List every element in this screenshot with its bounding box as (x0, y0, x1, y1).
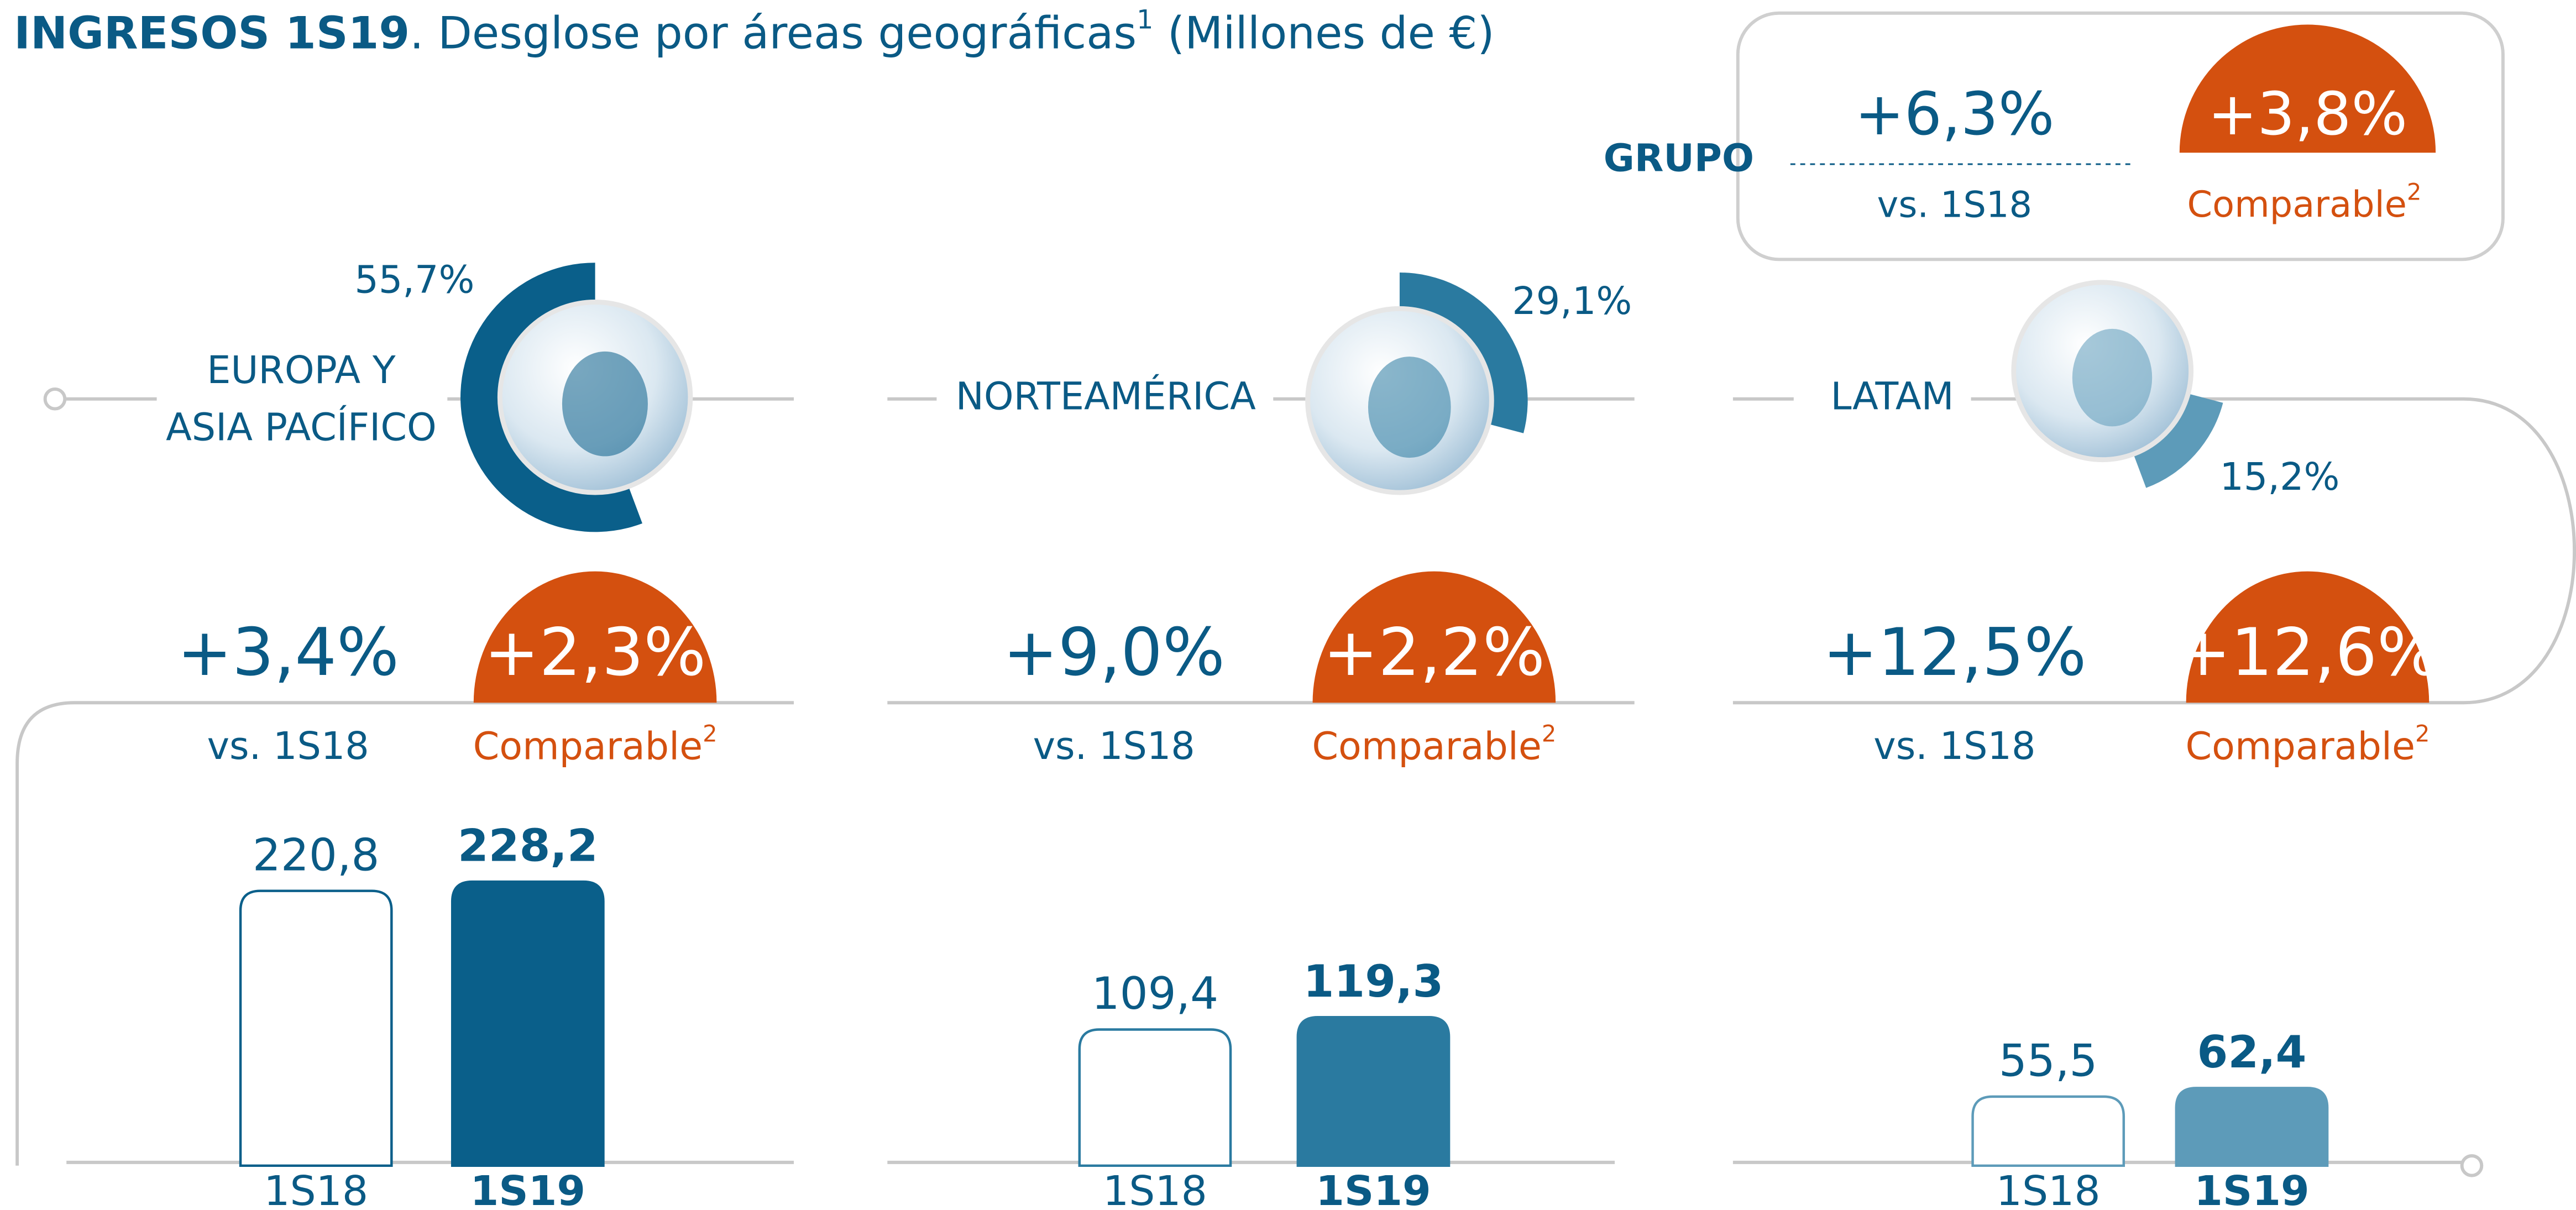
comparable-note: 2 (2415, 720, 2430, 747)
value-label: 228,2 (458, 820, 598, 872)
title-bold: INGRESOS 1S19 (14, 7, 410, 59)
share-arc (460, 263, 642, 532)
growth-comparable: +2,2% (1323, 615, 1545, 691)
vs-label: vs. 1S18 (1033, 725, 1195, 768)
bar (1078, 1028, 1232, 1167)
note-ref: 1 (1137, 5, 1153, 35)
value-label: 220,8 (253, 829, 380, 881)
bar (1296, 1015, 1451, 1167)
globe-land (1368, 357, 1451, 458)
vs-label: vs. 1S18 (1877, 184, 2032, 226)
growth: +3,4% (177, 615, 399, 691)
region-title: EUROPA Y (207, 349, 396, 392)
group-box: GRUPO +6,3% +3,8% vs. 1S18 Comparable2 (1604, 11, 2505, 261)
chart-title: INGRESOS 1S19. Desglose por áreas geográ… (14, 5, 1495, 59)
growth: +9,0% (1003, 615, 1224, 691)
bar (239, 889, 393, 1167)
region-title: ASIA PACÍFICO (166, 406, 437, 450)
comparable-label: Comparable2 (1312, 720, 1556, 768)
comparable-badge (1312, 571, 1556, 703)
connector-lines (15, 387, 2576, 1177)
category-label: 1S19 (1316, 1167, 1431, 1210)
comparable-label: Comparable2 (2187, 178, 2422, 226)
comparable-label: Comparable2 (473, 720, 718, 768)
value-label: 62,4 (2197, 1026, 2307, 1078)
globe-land (2072, 328, 2153, 427)
comparable-text: Comparable (473, 725, 703, 768)
category-label: 1S18 (264, 1167, 368, 1210)
share-arc (2133, 394, 2223, 488)
category-label: 1S19 (470, 1167, 585, 1210)
bar (2175, 1087, 2329, 1167)
category-label: 1S18 (1996, 1167, 2101, 1210)
region-title: LATAM (1830, 375, 1954, 418)
bar (451, 880, 605, 1167)
group-name: GRUPO (1604, 137, 1754, 181)
globe-land (562, 351, 648, 457)
growth-comparable: +2,3% (484, 615, 706, 691)
comparable-note: 2 (2407, 178, 2421, 205)
share-label: 15,2% (2219, 455, 2339, 499)
value-label: 119,3 (1303, 956, 1444, 1007)
vs-label: vs. 1S18 (207, 725, 369, 768)
comparable-text: Comparable (1312, 725, 1541, 768)
group-growth: +6,3% (1855, 80, 2054, 149)
comparable-label: Comparable2 (2185, 720, 2430, 768)
value-label: 109,4 (1092, 968, 1219, 1019)
region-title: NORTEAMÉRICA (956, 374, 1256, 418)
subtitle: . Desglose por áreas geográficas (410, 7, 1137, 59)
comparable-badge (473, 571, 717, 703)
vs-label: vs. 1S18 (1873, 725, 2035, 768)
share-label: 55,7% (354, 258, 474, 302)
comparable-note: 2 (1542, 720, 1556, 747)
growth-comparable: +12,6% (2176, 615, 2439, 691)
comparable-note: 2 (703, 720, 717, 747)
value-label: 55,5 (1999, 1035, 2098, 1086)
bar (1971, 1095, 2125, 1167)
category-label: 1S19 (2194, 1167, 2309, 1210)
category-label: 1S18 (1103, 1167, 1207, 1210)
comparable-badge (2186, 571, 2430, 703)
comparable-text: Comparable (2185, 725, 2415, 768)
share-label: 29,1% (1512, 280, 1632, 323)
group-growth-comparable: +3,8% (2208, 80, 2407, 149)
unit: (Millones de €) (1153, 7, 1494, 59)
comparable-text: Comparable (2187, 184, 2407, 226)
growth: +12,5% (1823, 615, 2086, 691)
